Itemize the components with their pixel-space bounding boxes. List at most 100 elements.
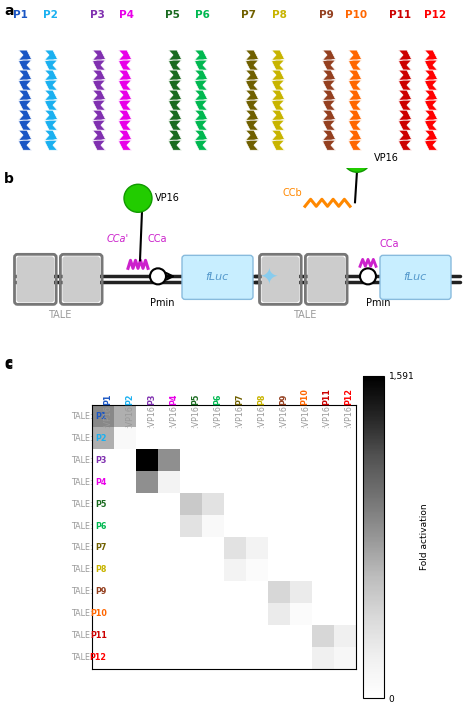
Polygon shape: [45, 140, 57, 150]
Text: P9: P9: [95, 587, 107, 596]
Text: TALE:: TALE:: [71, 478, 92, 487]
Text: P6: P6: [194, 10, 210, 20]
Text: TALE:: TALE:: [71, 500, 92, 508]
Text: P8: P8: [95, 566, 107, 574]
Text: P10: P10: [90, 609, 107, 618]
Polygon shape: [92, 90, 106, 100]
Polygon shape: [168, 60, 182, 70]
Text: TALE:: TALE:: [71, 434, 92, 443]
Polygon shape: [272, 50, 284, 60]
Text: fLuc: fLuc: [403, 272, 427, 282]
Polygon shape: [45, 100, 57, 110]
Polygon shape: [272, 70, 284, 80]
Polygon shape: [348, 120, 362, 130]
Polygon shape: [348, 110, 362, 120]
Polygon shape: [118, 50, 131, 60]
Polygon shape: [118, 120, 131, 130]
Text: CCa: CCa: [148, 234, 167, 244]
Text: P2: P2: [125, 394, 134, 405]
Polygon shape: [399, 80, 411, 90]
Polygon shape: [348, 130, 362, 140]
Polygon shape: [322, 70, 336, 80]
Text: VP16: VP16: [155, 193, 180, 203]
Text: VP16: VP16: [374, 153, 399, 163]
Polygon shape: [322, 130, 336, 140]
Text: TALE:: TALE:: [71, 566, 92, 574]
Polygon shape: [272, 80, 284, 90]
Text: TALE:: TALE:: [71, 543, 92, 553]
Text: P6: P6: [213, 394, 222, 405]
Polygon shape: [425, 110, 438, 120]
Text: :VP16: :VP16: [147, 405, 156, 428]
Polygon shape: [399, 50, 411, 60]
Polygon shape: [399, 110, 411, 120]
Polygon shape: [348, 100, 362, 110]
Text: CCb: CCb: [282, 188, 302, 198]
Y-axis label: Fold activation: Fold activation: [420, 503, 429, 571]
Polygon shape: [168, 90, 182, 100]
Text: P10: P10: [345, 10, 367, 20]
Text: P5: P5: [191, 394, 200, 405]
Polygon shape: [246, 100, 258, 110]
Text: P9: P9: [279, 394, 288, 405]
Polygon shape: [399, 120, 411, 130]
Polygon shape: [194, 80, 208, 90]
Polygon shape: [272, 90, 284, 100]
Polygon shape: [92, 130, 106, 140]
Polygon shape: [45, 50, 57, 60]
Text: P11: P11: [323, 389, 332, 405]
Polygon shape: [425, 140, 438, 150]
Text: b: b: [4, 173, 14, 186]
Text: c: c: [5, 358, 13, 372]
Text: TALE:: TALE:: [71, 412, 92, 421]
Text: TALE:: TALE:: [71, 456, 92, 465]
Polygon shape: [92, 60, 106, 70]
Text: Pmin: Pmin: [150, 299, 174, 309]
Polygon shape: [118, 60, 131, 70]
Polygon shape: [194, 140, 208, 150]
Text: P12: P12: [345, 389, 354, 405]
Polygon shape: [322, 120, 336, 130]
Text: ✦: ✦: [259, 268, 277, 289]
Text: :VP16: :VP16: [213, 405, 222, 428]
Polygon shape: [92, 140, 106, 150]
FancyBboxPatch shape: [308, 256, 345, 302]
Circle shape: [343, 144, 371, 173]
Text: P3: P3: [147, 394, 156, 405]
Polygon shape: [45, 70, 57, 80]
Polygon shape: [18, 80, 31, 90]
Polygon shape: [45, 130, 57, 140]
Text: P10: P10: [301, 389, 310, 405]
Polygon shape: [118, 130, 131, 140]
Polygon shape: [118, 90, 131, 100]
Text: P11: P11: [90, 631, 107, 640]
Polygon shape: [272, 120, 284, 130]
Polygon shape: [399, 90, 411, 100]
Polygon shape: [45, 80, 57, 90]
Polygon shape: [194, 110, 208, 120]
Polygon shape: [45, 120, 57, 130]
Polygon shape: [246, 110, 258, 120]
Polygon shape: [194, 130, 208, 140]
Polygon shape: [18, 90, 31, 100]
Polygon shape: [168, 50, 182, 60]
Polygon shape: [272, 60, 284, 70]
Polygon shape: [246, 140, 258, 150]
Polygon shape: [348, 80, 362, 90]
Text: P4: P4: [119, 10, 135, 20]
Polygon shape: [194, 90, 208, 100]
Polygon shape: [425, 130, 438, 140]
Polygon shape: [168, 80, 182, 90]
Polygon shape: [348, 90, 362, 100]
Text: :VP16: :VP16: [235, 405, 244, 428]
Polygon shape: [348, 60, 362, 70]
Polygon shape: [45, 110, 57, 120]
Text: P4: P4: [169, 394, 178, 405]
Text: P1: P1: [13, 10, 27, 20]
Polygon shape: [322, 110, 336, 120]
Text: :VP16: :VP16: [169, 405, 178, 428]
Text: P5: P5: [95, 500, 107, 508]
Text: P9: P9: [319, 10, 333, 20]
Polygon shape: [168, 70, 182, 80]
Polygon shape: [272, 130, 284, 140]
